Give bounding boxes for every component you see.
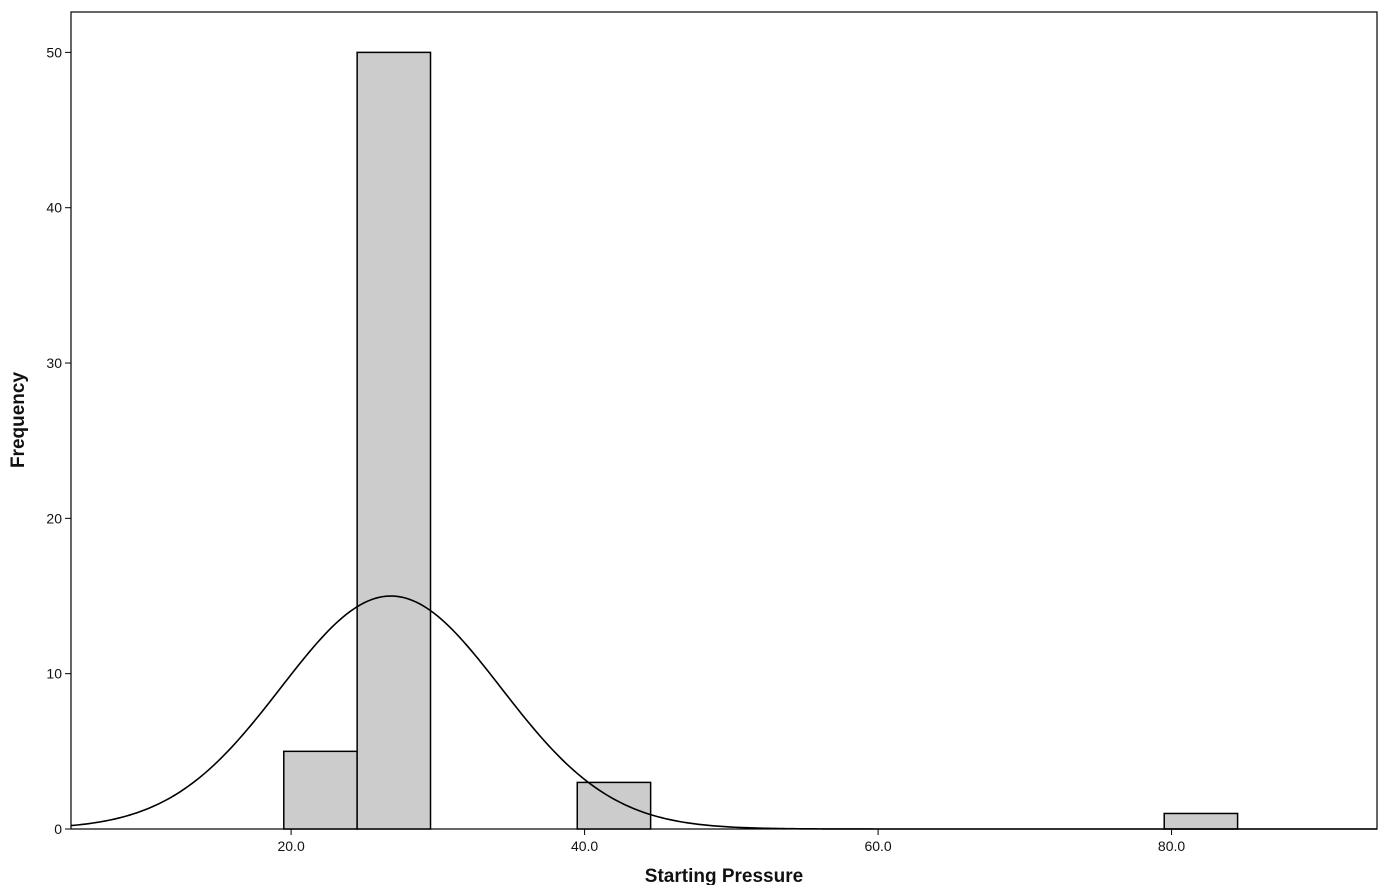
histogram-bar-1 — [283, 750, 358, 830]
y-tick-label: 10 — [46, 666, 62, 682]
y-axis-title: Frequency — [8, 372, 29, 469]
histogram-bar-3 — [576, 781, 652, 830]
normal-curve — [70, 595, 1377, 830]
x-axis-ticks: 20.0 40.0 60.0 80.0 — [277, 829, 1185, 854]
histogram-bars — [283, 51, 1239, 830]
x-tick-label: 40.0 — [571, 838, 598, 854]
x-tick-label: 80.0 — [1158, 838, 1185, 854]
y-tick-label: 20 — [46, 510, 62, 526]
histogram-bar-4 — [1163, 812, 1239, 830]
y-tick-label: 0 — [54, 821, 62, 837]
y-tick-label: 30 — [46, 355, 62, 371]
x-axis-title: Starting Pressure — [645, 866, 803, 885]
plot-frame — [70, 11, 1378, 830]
histogram-bar-2 — [356, 51, 432, 830]
x-tick-label: 20.0 — [277, 838, 304, 854]
y-tick-label: 40 — [46, 200, 62, 216]
y-axis-ticks: 0 10 20 30 40 50 — [46, 44, 71, 837]
x-tick-label: 60.0 — [864, 838, 891, 854]
y-tick-label: 50 — [46, 44, 62, 60]
